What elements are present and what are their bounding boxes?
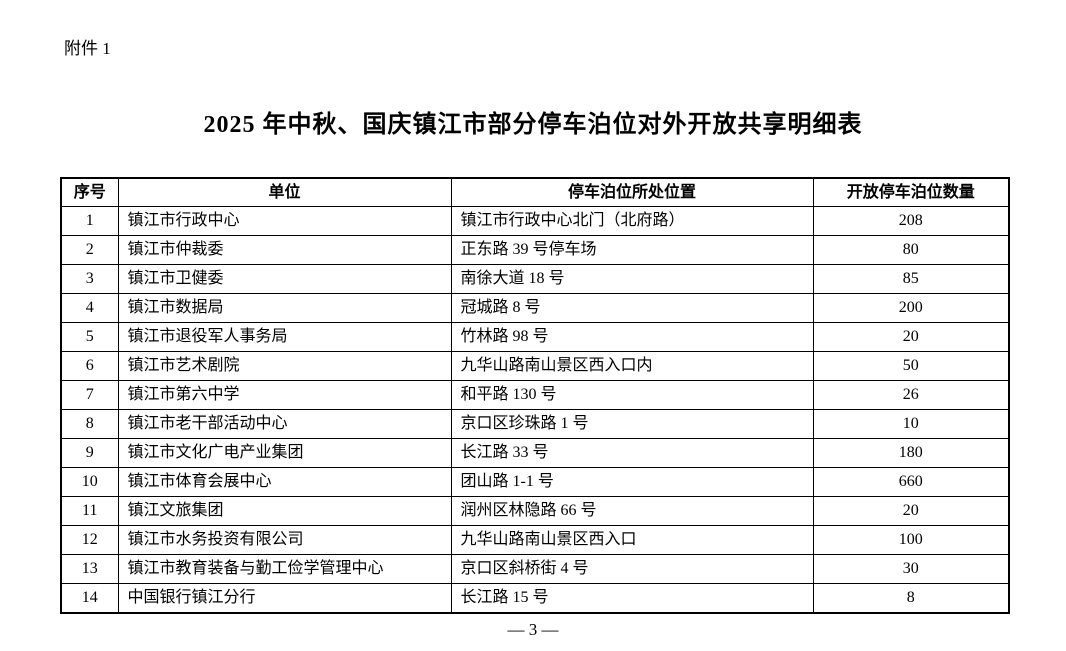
parking-table: 序号 单位 停车泊位所处位置 开放停车泊位数量 1 镇江市行政中心 镇江市行政中心北… <box>60 177 1010 614</box>
cell-location: 冠城路 8 号 <box>450 293 814 323</box>
table-row: 6 镇江市艺术剧院 九华山路南山景区西入口内 50 <box>60 351 1010 381</box>
cell-seq: 7 <box>60 380 119 410</box>
cell-unit: 镇江市文化广电产业集团 <box>117 438 452 468</box>
cell-seq: 6 <box>60 351 119 381</box>
cell-seq: 12 <box>60 525 119 555</box>
cell-count: 85 <box>812 264 1010 294</box>
cell-unit: 镇江市艺术剧院 <box>117 351 452 381</box>
cell-count: 26 <box>812 380 1010 410</box>
table-row: 11 镇江文旅集团 润州区林隐路 66 号 20 <box>60 496 1010 526</box>
document-title: 2025 年中秋、国庆镇江市部分停车泊位对外开放共享明细表 <box>203 112 863 138</box>
cell-seq: 14 <box>60 583 119 614</box>
table-row: 10 镇江市体育会展中心 团山路 1-1 号 660 <box>60 467 1010 497</box>
cell-seq: 13 <box>60 554 119 584</box>
cell-count: 20 <box>812 322 1010 352</box>
cell-seq: 1 <box>60 206 119 236</box>
cell-location: 南徐大道 18 号 <box>450 264 814 294</box>
header-cell-count: 开放停车泊位数量 <box>812 177 1010 207</box>
cell-count: 208 <box>812 206 1010 236</box>
cell-seq: 10 <box>60 467 119 497</box>
cell-unit: 镇江市体育会展中心 <box>117 467 452 497</box>
page-number: — 3 — <box>507 620 559 639</box>
cell-count: 180 <box>812 438 1010 468</box>
cell-unit: 镇江市数据局 <box>117 293 452 323</box>
cell-seq: 4 <box>60 293 119 323</box>
table-row: 13 镇江市教育装备与勤工俭学管理中心 京口区斜桥街 4 号 30 <box>60 554 1010 584</box>
cell-seq: 8 <box>60 409 119 439</box>
cell-seq: 3 <box>60 264 119 294</box>
table-row: 1 镇江市行政中心 镇江市行政中心北门（北府路） 208 <box>60 206 1010 236</box>
cell-unit: 镇江市水务投资有限公司 <box>117 525 452 555</box>
table-row: 4 镇江市数据局 冠城路 8 号 200 <box>60 293 1010 323</box>
cell-location: 正东路 39 号停车场 <box>450 235 814 265</box>
cell-location: 京口区斜桥街 4 号 <box>450 554 814 584</box>
attachment-label: 附件 1 <box>64 39 111 58</box>
cell-count: 8 <box>812 583 1010 614</box>
cell-location: 九华山路南山景区西入口内 <box>450 351 814 381</box>
cell-unit: 镇江市仲裁委 <box>117 235 452 265</box>
cell-location: 京口区珍珠路 1 号 <box>450 409 814 439</box>
cell-location: 润州区林隐路 66 号 <box>450 496 814 526</box>
header-cell-seq: 序号 <box>60 177 119 207</box>
cell-unit: 镇江市老干部活动中心 <box>117 409 452 439</box>
cell-seq: 9 <box>60 438 119 468</box>
cell-location: 长江路 33 号 <box>450 438 814 468</box>
cell-unit: 镇江市退役军人事务局 <box>117 322 452 352</box>
table-row: 9 镇江市文化广电产业集团 长江路 33 号 180 <box>60 438 1010 468</box>
table-row: 5 镇江市退役军人事务局 竹林路 98 号 20 <box>60 322 1010 352</box>
cell-count: 20 <box>812 496 1010 526</box>
table-row: 3 镇江市卫健委 南徐大道 18 号 85 <box>60 264 1010 294</box>
cell-unit: 镇江市教育装备与勤工俭学管理中心 <box>117 554 452 584</box>
cell-count: 200 <box>812 293 1010 323</box>
table-header-row: 序号 单位 停车泊位所处位置 开放停车泊位数量 <box>60 177 1010 207</box>
table-row: 7 镇江市第六中学 和平路 130 号 26 <box>60 380 1010 410</box>
cell-location: 九华山路南山景区西入口 <box>450 525 814 555</box>
cell-location: 长江路 15 号 <box>450 583 814 614</box>
cell-count: 30 <box>812 554 1010 584</box>
cell-location: 团山路 1-1 号 <box>450 467 814 497</box>
cell-count: 10 <box>812 409 1010 439</box>
cell-location: 竹林路 98 号 <box>450 322 814 352</box>
cell-seq: 2 <box>60 235 119 265</box>
header-cell-unit: 单位 <box>117 177 452 207</box>
cell-unit: 镇江市卫健委 <box>117 264 452 294</box>
cell-count: 660 <box>812 467 1010 497</box>
cell-count: 50 <box>812 351 1010 381</box>
table-row: 2 镇江市仲裁委 正东路 39 号停车场 80 <box>60 235 1010 265</box>
cell-count: 100 <box>812 525 1010 555</box>
table-row: 8 镇江市老干部活动中心 京口区珍珠路 1 号 10 <box>60 409 1010 439</box>
cell-unit: 镇江市第六中学 <box>117 380 452 410</box>
cell-unit: 镇江市行政中心 <box>117 206 452 236</box>
cell-count: 80 <box>812 235 1010 265</box>
header-cell-location: 停车泊位所处位置 <box>450 177 814 207</box>
table-body: 1 镇江市行政中心 镇江市行政中心北门（北府路） 208 2 镇江市仲裁委 正东路 39 号… <box>60 206 1010 614</box>
cell-seq: 11 <box>60 496 119 526</box>
cell-location: 和平路 130 号 <box>450 380 814 410</box>
cell-seq: 5 <box>60 322 119 352</box>
cell-location: 镇江市行政中心北门（北府路） <box>450 206 814 236</box>
cell-unit: 中国银行镇江分行 <box>117 583 452 614</box>
table-row: 12 镇江市水务投资有限公司 九华山路南山景区西入口 100 <box>60 525 1010 555</box>
cell-unit: 镇江文旅集团 <box>117 496 452 526</box>
